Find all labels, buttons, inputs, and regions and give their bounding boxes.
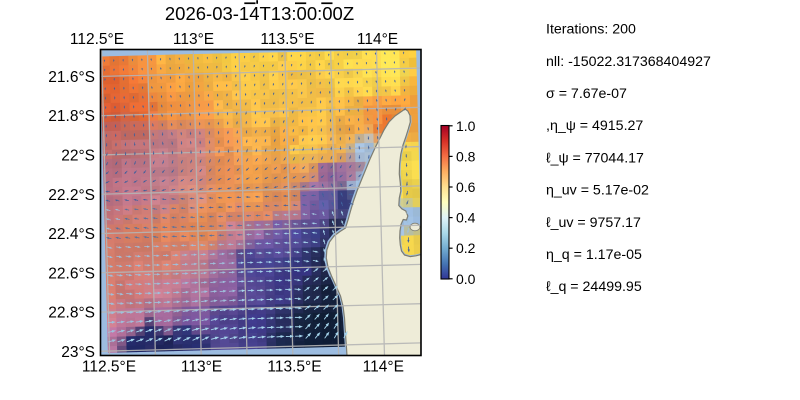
svg-text:113.5°E: 113.5°E: [260, 31, 314, 48]
svg-text:22°S: 22°S: [61, 148, 95, 165]
svg-text:0.8: 0.8: [456, 148, 476, 164]
svg-text:2026-03-14T13:00:00Z: 2026-03-14T13:00:00Z: [165, 3, 354, 24]
svg-text:Iterations: 200: Iterations: 200: [546, 22, 636, 38]
svg-text:21.6°S: 21.6°S: [48, 69, 95, 86]
svg-text:22.8°S: 22.8°S: [48, 305, 95, 322]
svg-text:0.4: 0.4: [456, 210, 476, 226]
svg-text:113°E: 113°E: [181, 359, 222, 376]
svg-text:112.5°E: 112.5°E: [82, 359, 136, 376]
svg-text:23°S: 23°S: [61, 344, 95, 361]
svg-text:ℓ_q = 24499.95: ℓ_q = 24499.95: [546, 279, 642, 295]
svg-text:σ = 7.67e-07: σ = 7.67e-07: [546, 86, 627, 102]
svg-text:22.2°S: 22.2°S: [48, 187, 95, 204]
svg-text:nll: -15022.317368404927: nll: -15022.317368404927: [546, 54, 711, 70]
svg-text:22.6°S: 22.6°S: [48, 265, 95, 282]
svg-text:113°E: 113°E: [173, 31, 214, 48]
svg-text:112.5°E: 112.5°E: [70, 31, 124, 48]
svg-text:1.0: 1.0: [456, 118, 476, 134]
svg-text:η_q = 1.17e-05: η_q = 1.17e-05: [546, 247, 642, 263]
svg-text:114°E: 114°E: [363, 359, 404, 376]
svg-text:0.2: 0.2: [456, 240, 476, 256]
svg-text:ℓ_ψ = 77044.17: ℓ_ψ = 77044.17: [546, 150, 644, 166]
svg-text:113.5°E: 113.5°E: [267, 359, 321, 376]
svg-text:,η_ψ = 4915.27: ,η_ψ = 4915.27: [546, 118, 643, 134]
svg-text:0.0: 0.0: [456, 271, 476, 287]
svg-text:21.8°S: 21.8°S: [48, 108, 95, 125]
svg-text:ℓ_uv = 9757.17: ℓ_uv = 9757.17: [546, 215, 641, 231]
svg-text:22.4°S: 22.4°S: [48, 226, 95, 243]
svg-text:0.6: 0.6: [456, 179, 476, 195]
svg-text:114°E: 114°E: [357, 31, 398, 48]
svg-text:η_uv = 5.17e-02: η_uv = 5.17e-02: [546, 183, 649, 199]
